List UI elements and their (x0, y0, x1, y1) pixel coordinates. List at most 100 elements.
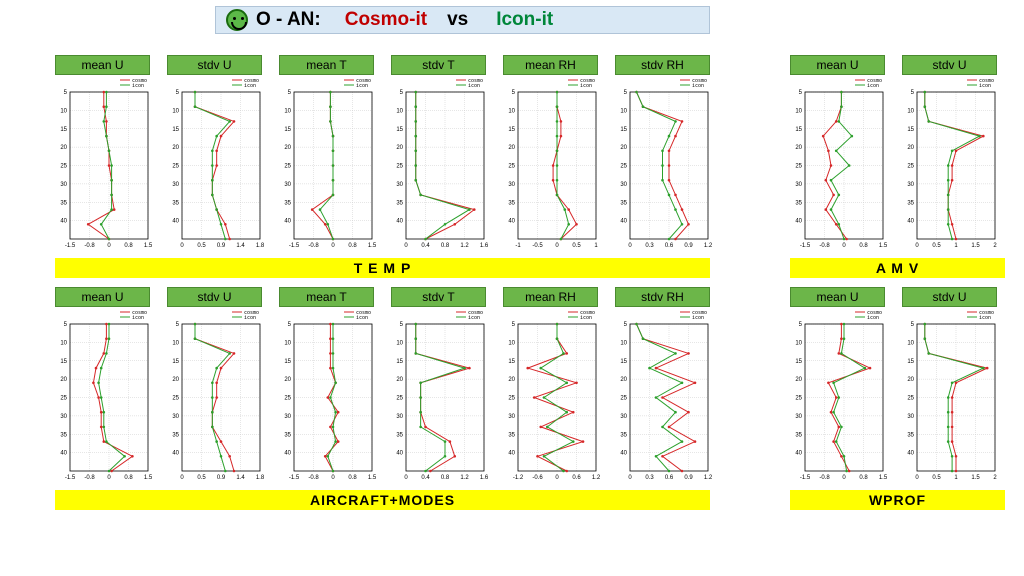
svg-text:35: 35 (508, 200, 515, 206)
svg-text:-0.8: -0.8 (84, 475, 95, 481)
svg-text:40: 40 (284, 219, 291, 225)
svg-text:40: 40 (508, 451, 515, 457)
smiley-icon (226, 9, 248, 31)
svg-text:1.5: 1.5 (879, 243, 887, 249)
svg-text:10: 10 (508, 340, 515, 346)
svg-text:2: 2 (993, 475, 997, 481)
svg-text:35: 35 (172, 200, 179, 206)
svg-text:35: 35 (60, 200, 67, 206)
svg-text:0: 0 (107, 475, 111, 481)
svg-text:1.2: 1.2 (592, 475, 600, 481)
svg-text:0.8: 0.8 (348, 475, 357, 481)
svg-text:0.8: 0.8 (441, 243, 450, 249)
profile-chart: 510152025303540-1.5-0.800.81.5cosmoicon (52, 310, 152, 485)
svg-text:1.8: 1.8 (256, 243, 264, 249)
svg-text:icon: icon (580, 83, 592, 89)
svg-text:0.8: 0.8 (441, 475, 450, 481)
svg-text:25: 25 (508, 396, 515, 402)
title-bar: O - AN: Cosmo-it vs Icon-it (215, 6, 710, 34)
title-cosmo: Cosmo-it (345, 9, 427, 31)
svg-text:30: 30 (284, 414, 291, 420)
profile-chart: 51015202530354000.30.60.91.2cosmoicon (612, 310, 712, 485)
svg-text:20: 20 (508, 145, 515, 151)
svg-text:5: 5 (400, 322, 404, 328)
svg-text:-0.5: -0.5 (532, 243, 543, 249)
svg-text:1.5: 1.5 (971, 243, 980, 249)
svg-text:0.9: 0.9 (684, 243, 693, 249)
svg-text:-1: -1 (515, 243, 521, 249)
panel-label: stdv T (391, 287, 486, 307)
svg-text:10: 10 (795, 340, 802, 346)
svg-text:35: 35 (172, 432, 179, 438)
svg-text:30: 30 (60, 182, 67, 188)
svg-text:5: 5 (624, 322, 628, 328)
profile-chart: 51015202530354000.50.91.41.8cosmoicon (164, 310, 264, 485)
svg-text:30: 30 (795, 414, 802, 420)
panel-label: mean RH (503, 55, 598, 75)
svg-text:1.5: 1.5 (144, 243, 152, 249)
svg-text:35: 35 (907, 200, 914, 206)
svg-text:0.9: 0.9 (217, 243, 226, 249)
svg-text:15: 15 (508, 127, 515, 133)
svg-text:10: 10 (60, 340, 67, 346)
svg-text:0.6: 0.6 (665, 243, 674, 249)
svg-text:30: 30 (396, 414, 403, 420)
svg-text:15: 15 (907, 359, 914, 365)
svg-text:5: 5 (288, 322, 292, 328)
svg-text:5: 5 (512, 322, 516, 328)
svg-text:5: 5 (64, 322, 68, 328)
svg-text:0: 0 (180, 475, 184, 481)
svg-text:35: 35 (795, 432, 802, 438)
svg-text:0.3: 0.3 (645, 243, 654, 249)
svg-text:30: 30 (907, 414, 914, 420)
svg-text:10: 10 (907, 108, 914, 114)
svg-text:30: 30 (396, 182, 403, 188)
svg-text:40: 40 (907, 451, 914, 457)
svg-text:10: 10 (172, 340, 179, 346)
svg-text:1.5: 1.5 (368, 475, 376, 481)
svg-text:25: 25 (172, 396, 179, 402)
svg-text:0.3: 0.3 (645, 475, 654, 481)
svg-text:0.5: 0.5 (197, 475, 206, 481)
svg-text:0.5: 0.5 (932, 243, 941, 249)
panel-label: stdv U (167, 287, 262, 307)
svg-text:-1.5: -1.5 (65, 475, 76, 481)
svg-text:1.5: 1.5 (971, 475, 980, 481)
svg-text:1.2: 1.2 (460, 243, 469, 249)
svg-text:2: 2 (993, 243, 997, 249)
svg-text:icon: icon (867, 83, 879, 89)
svg-text:35: 35 (795, 200, 802, 206)
panel-label: mean U (55, 287, 150, 307)
svg-text:15: 15 (284, 359, 291, 365)
svg-text:icon: icon (132, 315, 144, 321)
svg-text:40: 40 (284, 451, 291, 457)
svg-text:35: 35 (284, 200, 291, 206)
panel-label: mean RH (503, 287, 598, 307)
svg-text:icon: icon (132, 83, 144, 89)
svg-text:5: 5 (176, 322, 180, 328)
svg-text:30: 30 (620, 414, 627, 420)
svg-text:10: 10 (795, 108, 802, 114)
svg-text:0: 0 (628, 243, 632, 249)
svg-text:icon: icon (979, 315, 991, 321)
svg-text:20: 20 (508, 377, 515, 383)
panel-label: stdv RH (615, 55, 710, 75)
svg-text:30: 30 (795, 182, 802, 188)
svg-text:0: 0 (404, 475, 408, 481)
svg-text:35: 35 (620, 200, 627, 206)
svg-text:0.8: 0.8 (124, 243, 133, 249)
svg-text:30: 30 (284, 182, 291, 188)
profile-chart: 51015202530354000.40.81.21.6cosmoicon (388, 78, 488, 253)
svg-text:-1.5: -1.5 (289, 475, 300, 481)
svg-text:15: 15 (60, 359, 67, 365)
svg-text:20: 20 (172, 377, 179, 383)
svg-text:5: 5 (911, 322, 915, 328)
svg-text:10: 10 (396, 340, 403, 346)
panel-label: stdv U (902, 287, 997, 307)
section-label: WPROF (790, 490, 1005, 510)
svg-text:25: 25 (620, 396, 627, 402)
svg-text:icon: icon (244, 315, 256, 321)
svg-text:15: 15 (396, 359, 403, 365)
svg-text:1.4: 1.4 (236, 475, 245, 481)
svg-text:40: 40 (795, 219, 802, 225)
